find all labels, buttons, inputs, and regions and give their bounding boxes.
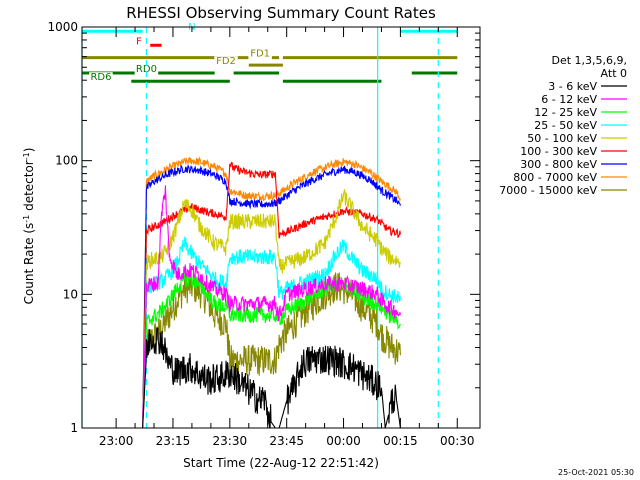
flag-label-f: F [136, 36, 142, 47]
flag-label-bg [89, 72, 113, 85]
x-tick-label: 00:00 [326, 434, 361, 448]
chart-title: RHESSI Observing Summary Count Rates [126, 4, 436, 22]
flag-label-fd2: FD2 [216, 56, 236, 67]
series-3-6-kev [142, 327, 401, 429]
legend-label-7000-15000-kev: 7000 - 15000 keV [499, 184, 597, 197]
legend-label-300-800-kev: 300 - 800 keV [520, 158, 597, 171]
x-tick-label: 23:45 [269, 434, 304, 448]
x-tick-label: 23:30 [213, 434, 248, 448]
date-stamp: 25-Oct-2021 05:30 [558, 468, 634, 477]
y-tick-label: 1 [70, 421, 78, 435]
legend-label-100-300-kev: 100 - 300 keV [520, 145, 597, 158]
legend-label-12-25-kev: 12 - 25 keV [534, 106, 597, 119]
flag-label-rd6: RD6 [90, 72, 111, 83]
y-tick-label: 10 [63, 287, 78, 301]
legend-label-3-6-kev: 3 - 6 keV [548, 80, 597, 93]
legend-title-line1: Det 1,3,5,6,9, [551, 54, 627, 67]
series-lines [142, 156, 401, 429]
flag-label-bg [214, 56, 238, 69]
legend-label-6-12-kev: 6 - 12 keV [541, 93, 597, 106]
y-axis-ticks: 1 10 100 1000 [47, 20, 480, 435]
flag-label-bg [134, 63, 159, 76]
series-300-800-kev [142, 163, 401, 429]
y-tick-label: 1000 [47, 20, 78, 34]
x-tick-label: 23:15 [156, 434, 191, 448]
series-12-25-kev [142, 271, 401, 429]
legend-title-line2: Att 0 [601, 67, 627, 80]
series-7000-15000-kev [142, 270, 401, 429]
flag-label-bg [248, 48, 272, 61]
y-tick-label: 100 [55, 154, 78, 168]
series-6-12-kev [142, 185, 401, 429]
legend-label-25-50-kev: 25 - 50 keV [534, 119, 597, 132]
y-axis-label: Count Rate (s-1 detector-1) [22, 148, 37, 305]
flag-label-bg [133, 36, 145, 49]
x-tick-label: 00:15 [383, 434, 418, 448]
x-axis-label: Start Time (22-Aug-12 22:51:42) [183, 456, 379, 470]
x-tick-label: 00:30 [440, 434, 475, 448]
series-800-7000-kev [142, 156, 401, 429]
plot-frame [81, 26, 481, 429]
series-50-100-kev [142, 189, 401, 429]
flag-label-rd0: RD0 [136, 64, 157, 75]
x-tick-label: 23:00 [99, 434, 134, 448]
x-axis-ticks: 23:00 23:15 23:30 23:45 00:00 00:15 00:30 [99, 27, 475, 448]
legend-label-50-100-kev: 50 - 100 keV [527, 132, 597, 145]
legend-label-800-7000-kev: 800 - 7000 keV [513, 171, 597, 184]
flag-label-fd1: FD1 [250, 49, 270, 60]
series-25-50-kev [142, 236, 401, 429]
